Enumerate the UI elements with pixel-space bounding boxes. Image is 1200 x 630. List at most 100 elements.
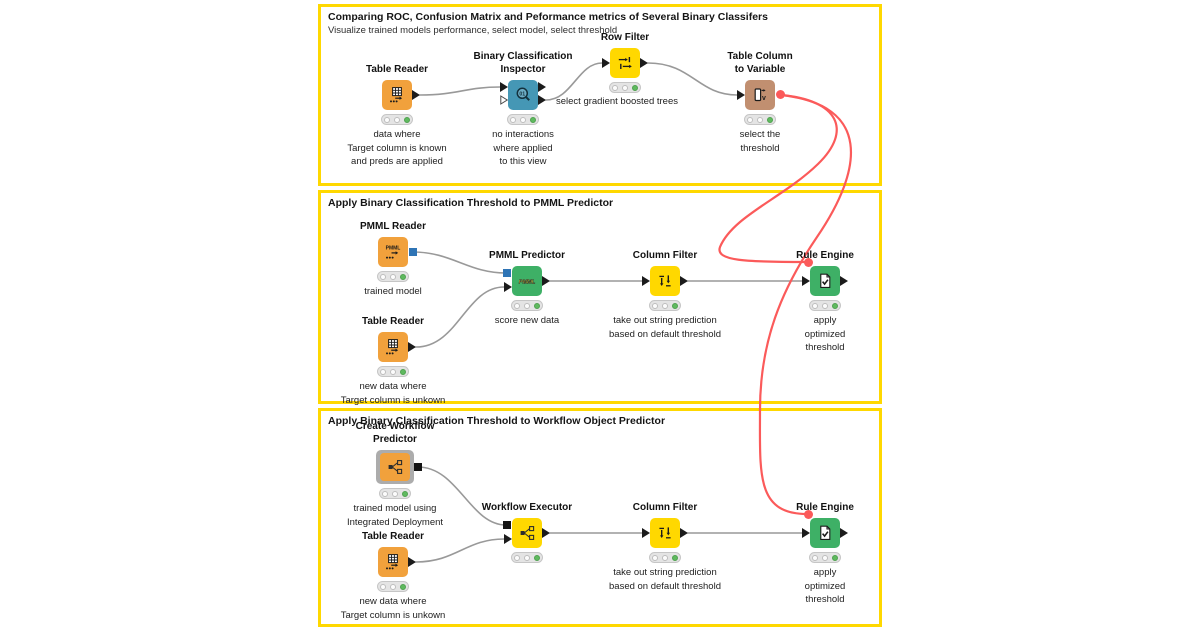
node-body[interactable] — [503, 518, 550, 548]
node-caption-line: no interactions — [492, 129, 554, 140]
status-dot-green — [400, 273, 406, 280]
node-caption-line: take out string prediction — [613, 567, 717, 578]
status-dot-off — [510, 116, 516, 123]
node-label-line: Rule Engine — [796, 250, 854, 261]
node-label: Column Filter — [580, 249, 750, 262]
node-caption: take out string prediction based on defau… — [575, 314, 755, 341]
traffic-light — [511, 552, 543, 563]
status-dot-green — [530, 116, 536, 123]
node-label-line: Create Workflow — [355, 421, 435, 432]
input-port[interactable] — [504, 282, 512, 292]
status-dot-off — [520, 116, 526, 123]
status-dot-off — [662, 302, 668, 309]
status-dot-off — [380, 583, 386, 590]
node-body[interactable] — [380, 453, 410, 481]
node-body[interactable] — [802, 258, 848, 296]
output-port[interactable] — [408, 557, 416, 567]
output-port[interactable] — [538, 95, 546, 105]
input-port[interactable] — [504, 534, 512, 544]
node-body[interactable] — [802, 510, 848, 548]
node-label-line: PMML Predictor — [489, 250, 565, 261]
input-port[interactable] — [737, 90, 745, 100]
output-port[interactable] — [840, 276, 848, 286]
status-dot-off — [382, 490, 388, 497]
input-port[interactable] — [642, 528, 650, 538]
node-body[interactable] — [378, 547, 416, 577]
node-label: Rule Engine — [740, 249, 910, 262]
node-body[interactable] — [602, 48, 648, 78]
traffic-light — [511, 300, 543, 311]
node-caption: select the threshold — [670, 128, 850, 155]
output-port[interactable] — [640, 58, 648, 68]
traffic-light — [649, 300, 681, 311]
node-label-line: Workflow Executor — [481, 502, 573, 513]
node-body[interactable] — [378, 332, 416, 362]
input-port[interactable] — [642, 276, 650, 286]
input-port[interactable] — [500, 82, 508, 92]
flow-variable-input-port[interactable] — [500, 95, 509, 105]
annotation-title: Apply Binary Classification Threshold to… — [328, 197, 614, 209]
node-label: Rule Engine — [740, 501, 910, 514]
component-frame[interactable] — [376, 450, 422, 484]
node-label: Binary Classification Inspector — [438, 50, 608, 76]
output-port[interactable] — [538, 82, 546, 92]
output-port[interactable] — [542, 528, 550, 538]
node-body[interactable]: PMML — [503, 266, 550, 296]
status-dot-off — [380, 273, 386, 280]
workflow-object-port[interactable] — [414, 463, 422, 471]
node-body[interactable] — [642, 266, 688, 296]
node-caption-line: apply — [813, 315, 837, 326]
input-port[interactable] — [602, 58, 610, 68]
table-reader-icon — [388, 86, 406, 104]
node-caption: no interactions where applied to this view — [433, 128, 613, 169]
node-caption-line: Integrated Deployment — [346, 516, 444, 528]
output-port[interactable] — [412, 90, 420, 100]
status-dot-off — [514, 554, 520, 561]
node-caption-line: data where — [373, 129, 421, 140]
pmml-logo-icon: PMML — [518, 272, 536, 290]
node-label-line: Table Reader — [361, 316, 425, 327]
node-body[interactable]: v — [737, 80, 785, 110]
pmml-port[interactable] — [503, 269, 511, 277]
workflow-object-port[interactable] — [503, 521, 511, 529]
traffic-light — [377, 581, 409, 592]
node-caption-line: select gradient boosted trees — [556, 96, 678, 107]
node-label: Table Reader — [312, 63, 482, 76]
node-body[interactable]: PMML — [378, 237, 417, 267]
status-dot-green — [534, 554, 540, 561]
traffic-light — [649, 552, 681, 563]
output-port[interactable] — [408, 342, 416, 352]
status-dot-off — [812, 554, 818, 561]
node-label: PMML Predictor — [442, 249, 612, 262]
pmml-port[interactable] — [409, 248, 417, 256]
node-label: Table Reader — [308, 530, 478, 543]
node-caption-line: where applied — [493, 142, 553, 154]
status-dot-off — [390, 273, 396, 280]
flow-variable-port[interactable] — [804, 258, 813, 267]
status-dot-off — [652, 302, 658, 309]
status-dot-green — [400, 583, 406, 590]
node-body[interactable] — [642, 518, 688, 548]
output-port[interactable] — [840, 528, 848, 538]
flow-variable-port[interactable] — [804, 510, 813, 519]
node-body[interactable]: 01 — [500, 80, 546, 110]
input-port[interactable] — [802, 528, 810, 538]
traffic-light — [744, 114, 776, 125]
traffic-light — [381, 114, 413, 125]
node-body[interactable] — [382, 80, 420, 110]
traffic-light — [379, 488, 411, 499]
input-port[interactable] — [802, 276, 810, 286]
output-port[interactable] — [680, 528, 688, 538]
node-label: PMML Reader — [308, 220, 478, 233]
traffic-light — [377, 366, 409, 377]
node-caption-line: apply — [813, 567, 837, 578]
node-caption: new data where Target column is unkown — [303, 595, 483, 622]
flow-variable-port[interactable] — [776, 90, 785, 99]
node-label-line: Predictor — [373, 434, 417, 445]
status-dot-green — [832, 554, 838, 561]
node-label-line: Table Reader — [361, 531, 425, 542]
output-port[interactable] — [542, 276, 550, 286]
node-caption-line: to this view — [499, 156, 547, 167]
output-port[interactable] — [680, 276, 688, 286]
